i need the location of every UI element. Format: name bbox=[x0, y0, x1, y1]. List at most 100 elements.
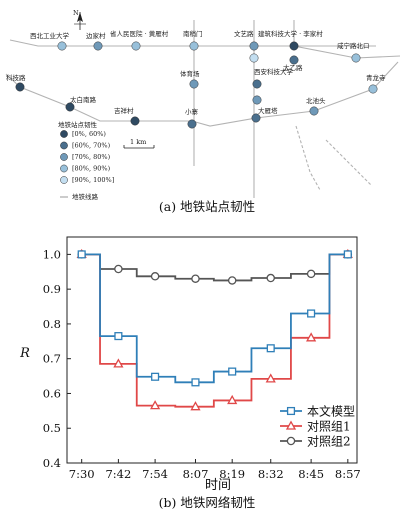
map-legend: 地铁站点韧性 [0%, 60%) [60%, 70%) [70%, 80%) [80%… bbox=[58, 120, 114, 201]
y-tick-label: 0.4 bbox=[43, 456, 61, 470]
station-marker bbox=[187, 119, 197, 129]
data-point bbox=[149, 400, 161, 410]
data-point bbox=[266, 344, 275, 353]
station-labels: 西北工业大学 边家村 省人民医院 · 黄雁村 南稍门 文艺路 建筑科技大学 · 李家村太乙… bbox=[6, 29, 386, 116]
y-tick-label: 0.8 bbox=[43, 317, 61, 331]
station-label: 西安科技大学 bbox=[254, 67, 294, 76]
legend-item-label: [0%, 60%) bbox=[72, 130, 106, 138]
legend-label: 对照组2 bbox=[307, 435, 351, 449]
subway-map: 西北工业大学 边家村 省人民医院 · 黄雁村 南稍门 文艺路 建筑科技大学 · 李家村太乙… bbox=[5, 9, 401, 214]
legend-label: 对照组1 bbox=[307, 420, 351, 434]
data-point bbox=[228, 367, 237, 376]
station-label: 西北工业大学 bbox=[30, 31, 70, 40]
subway-line bbox=[325, 139, 373, 187]
data-point bbox=[266, 273, 275, 283]
subway-line bbox=[295, 125, 321, 191]
data-point bbox=[227, 276, 237, 285]
subway-line bbox=[9, 39, 376, 47]
data-point bbox=[227, 394, 238, 405]
x-tick-label: 8:19 bbox=[219, 467, 245, 481]
legend-swatch bbox=[60, 153, 68, 161]
station-marker bbox=[289, 55, 299, 65]
station-marker bbox=[57, 41, 67, 51]
station-marker bbox=[252, 95, 262, 105]
x-tick-label: 8:32 bbox=[258, 467, 284, 481]
station-marker bbox=[189, 41, 199, 51]
legend-item-label: [70%, 80%) bbox=[72, 153, 111, 161]
data-point bbox=[307, 309, 316, 318]
data-point bbox=[114, 264, 123, 274]
x-tick-label: 8:57 bbox=[335, 467, 361, 481]
map-legend-items: [0%, 60%) [60%, 70%) [70%, 80%) [80%, 90%) [… bbox=[60, 130, 114, 184]
y-tick-label: 0.5 bbox=[43, 421, 61, 435]
data-point bbox=[306, 269, 316, 279]
y-tick-label: 0.7 bbox=[43, 352, 61, 366]
subway-line bbox=[5, 61, 399, 127]
subway-line bbox=[293, 20, 401, 59]
chart-caption: (b) 地铁网络韧性 bbox=[159, 495, 256, 510]
compass-label: N bbox=[73, 9, 79, 17]
x-axis: 7:30 7:42 7:54 8:07 8:19 8:32 8:45 8:57 bbox=[69, 459, 361, 481]
legend-swatch bbox=[60, 130, 68, 138]
data-point bbox=[151, 372, 160, 381]
station-marker bbox=[249, 53, 259, 63]
scale-bar-label: 1 km bbox=[130, 138, 146, 146]
station-label: 青龙寺 bbox=[366, 73, 386, 82]
y-tick-label: 0.9 bbox=[43, 282, 61, 296]
legend-swatch bbox=[60, 164, 68, 173]
station-label: 文艺路 bbox=[234, 29, 254, 38]
y-tick-label: 0.6 bbox=[43, 386, 61, 400]
station-label: 北池头 bbox=[306, 96, 326, 105]
station-markers bbox=[15, 41, 378, 129]
station-marker bbox=[252, 79, 262, 89]
station-marker bbox=[131, 41, 141, 51]
station-label: 南稍门 bbox=[183, 29, 203, 38]
series-square bbox=[77, 250, 352, 387]
data-point bbox=[190, 401, 201, 411]
data-point bbox=[77, 250, 86, 259]
legend-swatch bbox=[60, 176, 68, 184]
x-tick-label: 8:45 bbox=[298, 467, 324, 481]
data-point bbox=[114, 332, 123, 341]
station-label: 太乙路 bbox=[283, 63, 303, 72]
x-tick-label: 7:42 bbox=[105, 467, 131, 481]
y-tick-label: 1.0 bbox=[43, 247, 61, 261]
station-label: 小寨 bbox=[185, 107, 199, 116]
scale-bar: 1 km bbox=[123, 138, 155, 149]
compass-arrow-icon bbox=[77, 12, 83, 22]
legend-swatch bbox=[60, 141, 68, 150]
station-marker bbox=[65, 102, 75, 112]
data-point bbox=[286, 406, 296, 416]
station-marker bbox=[368, 84, 378, 94]
data-point bbox=[286, 436, 296, 446]
station-marker bbox=[309, 106, 319, 116]
legend-item-label: [90%, 100%] bbox=[72, 176, 114, 184]
map-legend-title: 地铁站点韧性 bbox=[58, 120, 98, 129]
legend-label: 本文模型 bbox=[307, 404, 355, 419]
series-layer bbox=[76, 248, 353, 411]
data-point bbox=[306, 332, 317, 342]
station-marker bbox=[289, 41, 299, 51]
data-point bbox=[265, 373, 276, 383]
y-axis: 0.4 0.5 0.6 0.7 0.8 0.9 1.0 bbox=[43, 247, 71, 470]
station-label: 体育场 bbox=[180, 69, 200, 78]
station-marker bbox=[130, 116, 140, 126]
plot-frame bbox=[66, 236, 358, 464]
legend-item-label: [80%, 90%) bbox=[72, 165, 111, 173]
data-point bbox=[285, 420, 297, 430]
data-point bbox=[191, 274, 200, 283]
resilience-chart: 0.4 0.5 0.6 0.7 0.8 0.9 1.0 7:30 7:42 7:54 8:07 8:… bbox=[19, 236, 361, 510]
map-caption: (a) 地铁站点韧性 bbox=[159, 199, 255, 214]
station-marker bbox=[15, 82, 25, 92]
x-axis-title: 时间 bbox=[205, 478, 231, 493]
series-line bbox=[81, 253, 348, 408]
map-legend-line-label: 地铁线路 bbox=[72, 192, 99, 201]
station-label: 大雁塔 bbox=[258, 106, 278, 115]
station-label: 咸宁路北口 bbox=[337, 41, 370, 50]
station-label: 边家村 bbox=[86, 31, 106, 40]
station-label: 省人民医院 · 黄雁村 bbox=[110, 29, 169, 38]
x-tick-label: 7:54 bbox=[142, 467, 168, 481]
station-marker bbox=[351, 53, 361, 63]
